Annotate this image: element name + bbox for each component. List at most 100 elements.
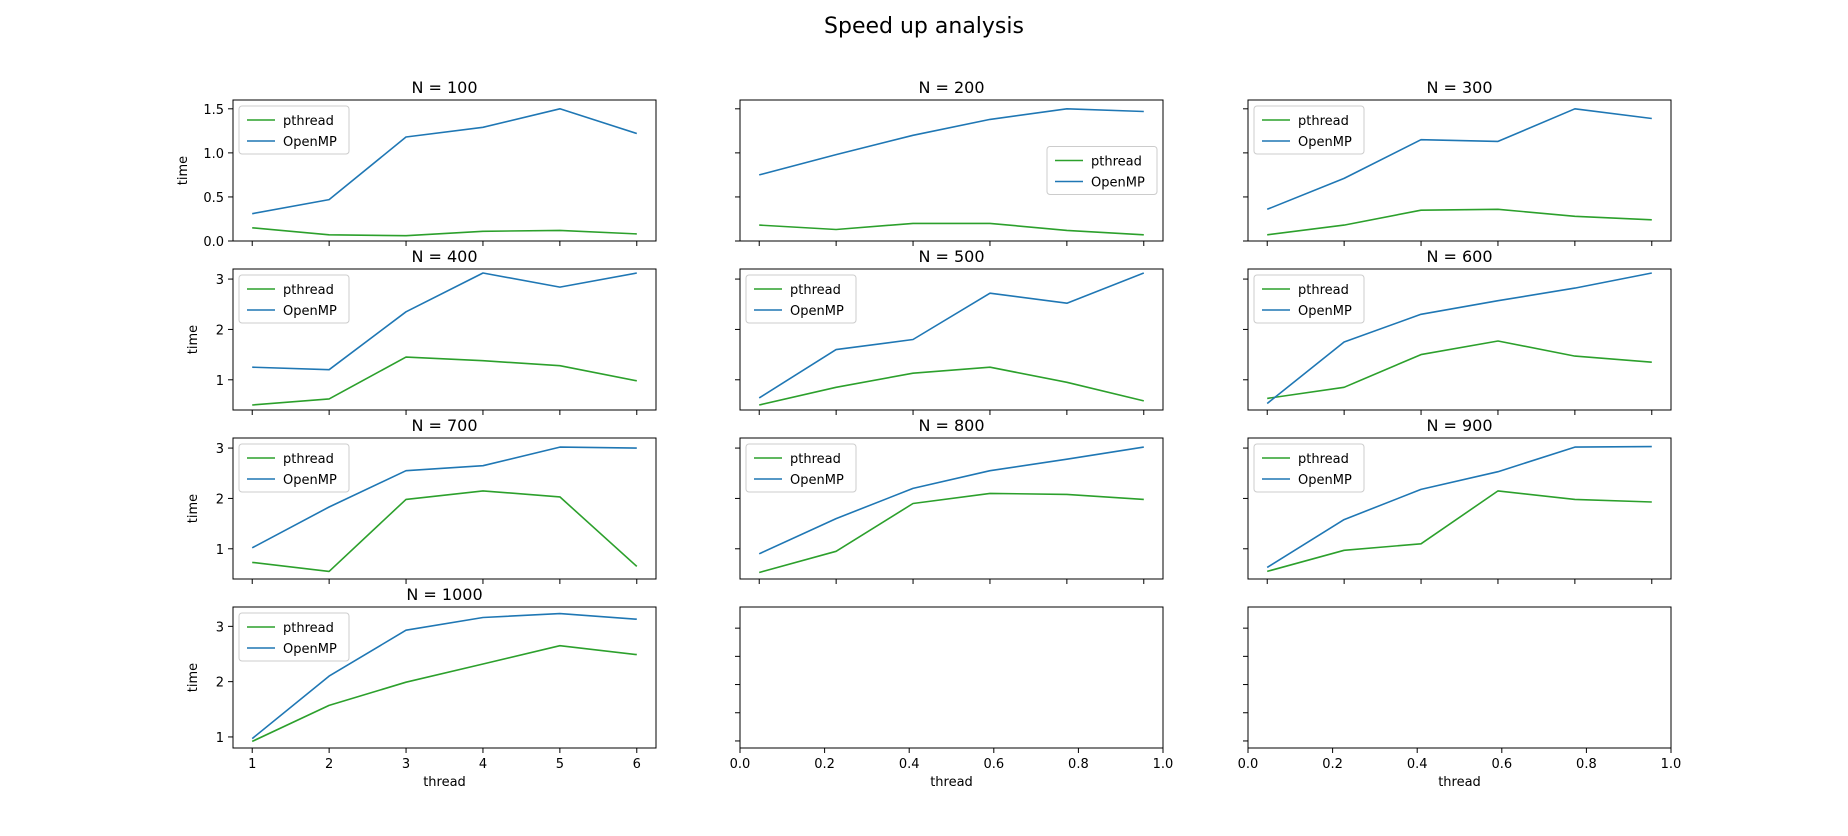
y-tick-label: 1.0 (203, 147, 224, 162)
legend-label: OpenMP (1298, 304, 1352, 319)
legend: pthread OpenMP (1253, 105, 1365, 155)
x-tick-label: 1.0 (1153, 757, 1174, 772)
series-line-openmp (758, 446, 1144, 555)
series-line-pthread (1267, 340, 1652, 400)
axes-frame (1247, 606, 1672, 749)
legend-label: pthread (790, 452, 841, 467)
legend: pthread OpenMP (745, 274, 857, 324)
subplot-5: N = 500 pthread OpenMP (735, 247, 1164, 415)
legend: pthread OpenMP (238, 443, 350, 493)
legend-box (238, 274, 350, 324)
x-tick-label: 0.2 (814, 757, 835, 772)
series-line-openmp (758, 272, 1145, 399)
legend: pthread OpenMP (745, 443, 857, 493)
series-line-pthread (252, 227, 637, 237)
y-axis-label: time (186, 325, 201, 354)
y-tick-label: 0.5 (203, 191, 224, 206)
y-axis-label: time (176, 156, 191, 185)
subplot-11: 0.0 0.2 0.4 0.6 0.8 1.0 thread (730, 606, 1174, 790)
axes-frame (232, 606, 657, 749)
axes-frame (1247, 99, 1672, 242)
subplot-7: N = 700 1 2 3 time pthread OpenMP (186, 416, 657, 584)
subplot-4: N = 400 1 2 3 time pthread OpenMP (186, 247, 657, 415)
legend-box (238, 443, 350, 493)
legend-label: pthread (283, 283, 334, 298)
x-tick-label: 0.8 (1068, 757, 1089, 772)
x-tick-label: 0.4 (1407, 757, 1428, 772)
axes-frame (1247, 437, 1672, 580)
legend-label: pthread (1298, 114, 1349, 129)
legend: pthread OpenMP (1253, 274, 1365, 324)
x-tick-label: 0.0 (730, 757, 751, 772)
x-tick-label: 6 (633, 757, 641, 772)
legend-box (745, 443, 857, 493)
legend-label: pthread (283, 621, 334, 636)
axes-frame (232, 268, 657, 411)
series-line-pthread (252, 490, 638, 573)
y-tick-label: 3 (216, 442, 224, 457)
series-line-pthread (758, 492, 1144, 574)
x-tick-label: 1.0 (1661, 757, 1682, 772)
legend-box (1046, 146, 1158, 195)
legend-label: OpenMP (1298, 135, 1352, 150)
subplot-10: N = 1000 1 2 3 1 2 3 4 5 6 time thread pthread OpenMP (186, 585, 657, 790)
legend-box (238, 105, 350, 155)
y-tick-label: 1.5 (203, 103, 224, 118)
y-tick-label: 1 (216, 543, 224, 558)
x-tick-label: 0.4 (899, 757, 920, 772)
x-tick-label: 4 (479, 757, 487, 772)
x-tick-label: 0.6 (1491, 757, 1512, 772)
subplot-title: N = 700 (411, 416, 477, 435)
series-line-pthread (759, 222, 1144, 236)
series-line-pthread (252, 356, 637, 406)
legend: pthread OpenMP (1046, 146, 1158, 195)
subplot-8: N = 800 pthread OpenMP (735, 416, 1164, 584)
figure-title: Speed up analysis (824, 14, 1024, 39)
y-tick-label: 3 (216, 620, 224, 635)
subplot-title: N = 500 (918, 247, 984, 266)
legend-label: OpenMP (790, 473, 844, 488)
x-tick-label: 2 (325, 757, 333, 772)
subplot-title: N = 800 (918, 416, 984, 435)
series-line-openmp (251, 446, 637, 549)
axes-frame (739, 268, 1164, 411)
subplot-6: N = 600 pthread OpenMP (1243, 247, 1672, 415)
axes-frame (739, 606, 1164, 749)
series-line-openmp (252, 272, 637, 371)
legend-label: pthread (790, 283, 841, 298)
y-tick-label: 1 (216, 731, 224, 746)
x-tick-label: 3 (402, 757, 410, 772)
x-tick-label: 0.2 (1322, 757, 1343, 772)
y-axis-label: time (186, 494, 201, 523)
legend: pthread OpenMP (1253, 443, 1365, 493)
legend-label: pthread (1091, 155, 1142, 170)
legend-label: OpenMP (790, 304, 844, 319)
y-tick-label: 2 (216, 323, 224, 338)
legend-box (1253, 105, 1365, 155)
series-line-openmp (1266, 272, 1652, 405)
y-tick-label: 2 (216, 676, 224, 691)
legend-label: pthread (283, 114, 334, 129)
subplot-3: N = 300 pthread OpenMP (1243, 78, 1672, 246)
x-tick-label: 1 (248, 757, 256, 772)
series-line-openmp (758, 108, 1144, 176)
series-line-pthread (759, 366, 1144, 406)
y-tick-label: 0.0 (203, 235, 224, 250)
axes-frame (739, 99, 1164, 242)
x-tick-label: 5 (556, 757, 564, 772)
legend-box (1253, 274, 1365, 324)
subplot-2: N = 200 pthread OpenMP (735, 78, 1164, 246)
series-line-openmp (251, 612, 637, 740)
legend-label: OpenMP (1091, 176, 1145, 191)
series-line-openmp (1266, 108, 1652, 211)
legend: pthread OpenMP (238, 274, 350, 324)
series-line-openmp (1266, 445, 1652, 569)
axes-frame (232, 437, 657, 580)
x-axis-label: thread (423, 775, 466, 790)
subplot-1: N = 100 0.0 0.5 1.0 1.5 time pthread OpenMP (176, 78, 657, 250)
legend-label: OpenMP (283, 304, 337, 319)
y-axis-label: time (186, 663, 201, 692)
subplot-title: N = 300 (1426, 78, 1492, 97)
